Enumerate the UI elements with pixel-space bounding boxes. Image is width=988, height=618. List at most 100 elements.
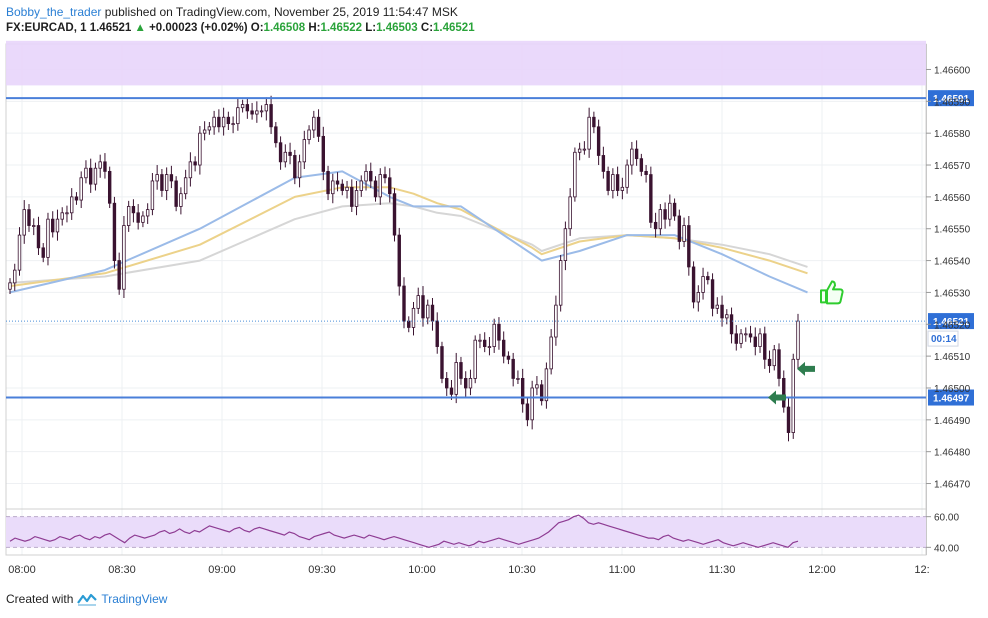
candle	[630, 141, 634, 175]
candle	[27, 204, 31, 232]
candle-body	[445, 378, 449, 389]
candle-body	[644, 170, 648, 175]
candle	[777, 343, 781, 387]
symbol-label: FX:EURCAD, 1	[6, 22, 87, 34]
candle-body	[245, 104, 250, 112]
candle	[525, 398, 530, 427]
candle	[611, 168, 615, 199]
x-tick-label: 08:00	[8, 564, 36, 576]
candle-body	[136, 212, 140, 223]
candle	[454, 352, 458, 404]
x-tick-label: 11:30	[709, 564, 736, 576]
candle-body	[41, 247, 45, 258]
candle-body	[107, 170, 112, 204]
candle	[316, 109, 321, 142]
y-tick-label: 1.46470	[934, 480, 971, 491]
candle	[255, 101, 259, 123]
candle	[606, 166, 610, 196]
candle	[706, 271, 710, 285]
candle	[473, 335, 477, 384]
candle	[335, 172, 340, 192]
candle-body	[373, 180, 378, 198]
candle	[41, 243, 45, 263]
candle	[74, 192, 79, 205]
candle-body	[84, 167, 88, 179]
candle-body	[668, 202, 672, 220]
candle-body	[79, 177, 83, 201]
candle	[155, 165, 159, 190]
candle-body	[221, 116, 226, 128]
candle-body	[193, 161, 197, 166]
candle	[274, 122, 278, 148]
rsi-tick-label: 60.00	[934, 513, 959, 524]
candle-body	[767, 358, 772, 367]
candle-body	[392, 193, 397, 236]
candle-body	[278, 142, 283, 163]
candle-body	[483, 339, 487, 347]
candle-body	[32, 225, 36, 227]
candle-body	[786, 406, 791, 433]
candle	[307, 125, 311, 145]
candle-body	[316, 116, 321, 137]
candle-body	[74, 196, 79, 201]
author-link[interactable]: Bobby_the_trader	[6, 5, 102, 19]
candle-body	[411, 307, 416, 328]
candle	[302, 130, 307, 170]
candle	[487, 337, 492, 356]
candle-body	[435, 320, 439, 347]
candle	[520, 368, 525, 413]
candle	[388, 168, 392, 203]
tradingview-brand-link[interactable]: TradingView	[101, 592, 168, 606]
candle-body	[27, 209, 31, 226]
candle-body	[103, 161, 107, 172]
candle-body	[625, 164, 629, 188]
candle	[359, 175, 363, 197]
candle-body	[174, 180, 178, 207]
candle	[369, 162, 373, 189]
candle-body	[459, 362, 463, 379]
candle	[644, 165, 648, 183]
candle	[663, 202, 667, 229]
x-tick-label: 10:00	[408, 564, 436, 576]
candle	[193, 156, 197, 172]
candle-body	[440, 346, 444, 379]
candle-body	[649, 174, 653, 223]
candle	[577, 142, 582, 161]
candle-body	[13, 269, 17, 284]
candle	[122, 215, 126, 298]
candle	[734, 325, 738, 351]
candle	[354, 180, 359, 216]
y-tick-label: 1.46500	[934, 384, 971, 395]
candle	[653, 212, 658, 238]
candle	[672, 198, 677, 221]
candle	[796, 313, 800, 369]
candle-body	[126, 206, 131, 226]
candle	[112, 196, 117, 269]
candle	[516, 370, 520, 384]
candle-body	[535, 384, 539, 389]
candle-body	[753, 336, 757, 347]
candle	[236, 98, 240, 131]
candle-body	[407, 320, 411, 328]
candle	[758, 328, 762, 353]
candle-body	[696, 292, 701, 303]
candle-body	[720, 304, 724, 319]
candle-body	[464, 378, 468, 389]
x-tick-label: 11:00	[609, 564, 636, 576]
candle	[226, 111, 231, 130]
candle	[126, 200, 131, 232]
candle-body	[283, 151, 288, 163]
candle-body	[639, 158, 644, 172]
candle-body	[36, 225, 41, 249]
candle-body	[653, 221, 658, 230]
y-tick-label: 1.46480	[934, 448, 971, 459]
candle	[250, 102, 254, 120]
published-text: published on TradingView.com, November 2…	[104, 5, 458, 19]
candle	[596, 119, 601, 166]
candle	[283, 144, 288, 168]
candle-body	[288, 151, 292, 156]
candle-body	[155, 174, 159, 182]
y-tick-label: 1.46520	[934, 320, 971, 331]
candle-body	[231, 123, 235, 126]
